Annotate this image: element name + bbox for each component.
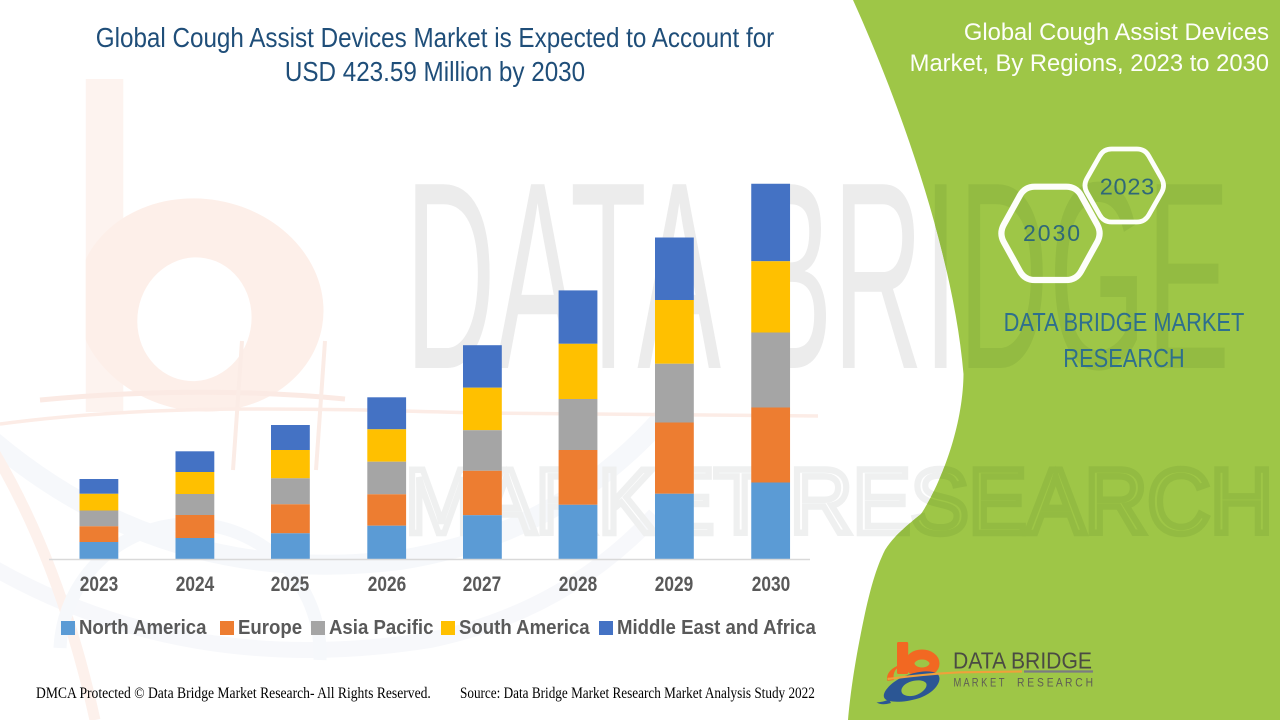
svg-text:2030: 2030 — [1023, 220, 1080, 246]
svg-text:R E S E A R C H: R E S E A R C H — [1017, 678, 1093, 690]
svg-text:DATA BRIDGE: DATA BRIDGE — [953, 648, 1092, 674]
svg-text:M A R K E T: M A R K E T — [954, 678, 1005, 690]
svg-text:2023: 2023 — [1100, 174, 1155, 200]
